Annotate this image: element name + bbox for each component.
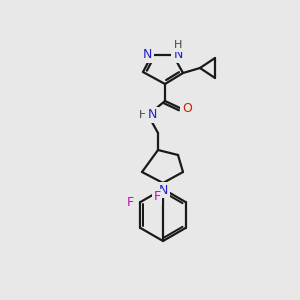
Text: O: O <box>182 101 192 115</box>
Text: N: N <box>147 109 157 122</box>
Text: H: H <box>139 110 147 120</box>
Text: H: H <box>174 40 182 50</box>
Text: F: F <box>127 196 134 208</box>
Text: N: N <box>158 184 168 196</box>
Text: F: F <box>153 190 161 203</box>
Text: N: N <box>173 49 183 62</box>
Text: N: N <box>142 49 152 62</box>
